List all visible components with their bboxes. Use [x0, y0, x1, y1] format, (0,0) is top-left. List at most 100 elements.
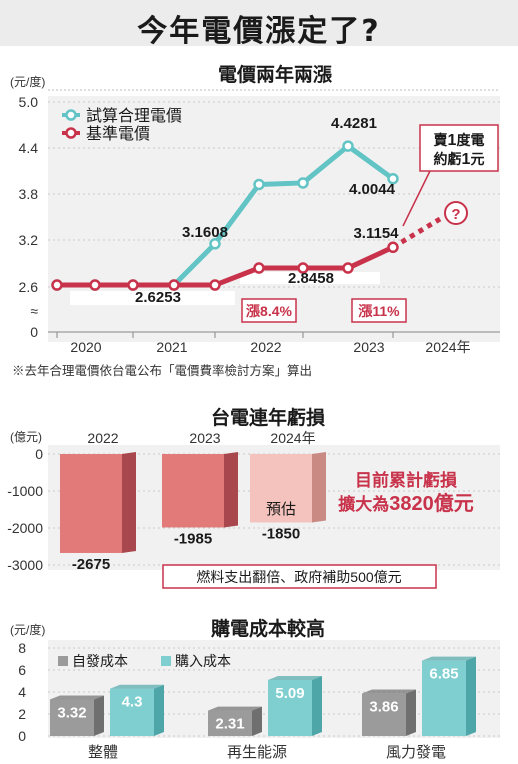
- loss-value-label: -1850: [262, 525, 300, 542]
- series-base-point: [253, 262, 265, 274]
- cost-chart-panel: 購電成本較高 (元/度) 8 6 4 2 0 自發成本 購入成本 整體 3.32 4.3 再生…: [10, 617, 500, 761]
- cost-bar: [110, 688, 154, 736]
- cost-category-label: 整體: [88, 744, 118, 761]
- loss-chart-ylabel: (億元): [10, 430, 42, 444]
- x-tick-label: 2021: [156, 339, 187, 355]
- y-tick-label: -2000: [7, 520, 43, 536]
- callout-line-2: 約虧1元: [434, 151, 485, 168]
- line-value-label: 3.1154: [353, 225, 399, 242]
- y-tick-label: 0: [30, 324, 38, 340]
- y-tick-label: 4: [18, 684, 26, 700]
- y-tick-label: 6: [18, 662, 26, 678]
- loss-bar-side: [122, 452, 136, 553]
- cost-value-label: 3.32: [57, 704, 86, 721]
- callout-line-1: 賣1度電: [433, 132, 485, 149]
- cost-bar: [208, 710, 252, 736]
- loss-chart-title: 台電連年虧損: [211, 406, 326, 429]
- line-value-label: 4.0044: [349, 181, 396, 198]
- y-tick-label: 5.0: [19, 94, 39, 110]
- title-bar: [0, 0, 518, 46]
- legend-swatch-self: [58, 656, 68, 666]
- legend-label-base: 基準電價: [86, 125, 150, 143]
- cost-bar-side: [406, 689, 416, 736]
- loss-headline-line1: 目前累計虧損: [355, 470, 458, 490]
- cost-value-label: 4.3: [122, 694, 143, 711]
- y-tick-label: 4.4: [19, 140, 39, 156]
- cost-category-label: 風力發電: [386, 744, 446, 761]
- cost-bar: [268, 680, 312, 736]
- cost-bar-side: [154, 684, 164, 736]
- y-tick-label: 3.2: [19, 232, 39, 248]
- series-base-point: [168, 279, 180, 291]
- legend-label-self: 自發成本: [72, 653, 128, 669]
- line-chart-title: 電價兩年兩漲: [218, 63, 333, 86]
- category-label: 2023: [189, 430, 220, 446]
- base-highlight: [70, 291, 235, 305]
- series-base-point: [342, 262, 354, 274]
- cost-bar-top: [362, 689, 416, 694]
- x-tick-label: 2024年: [425, 339, 470, 355]
- cost-bar-side: [94, 695, 104, 736]
- cost-bar-top: [208, 706, 262, 711]
- series-base-point: [297, 262, 309, 274]
- base-highlight: [240, 272, 380, 284]
- y-tick-label: 8: [18, 640, 26, 656]
- cost-bar: [422, 660, 466, 736]
- line-value-label: 3.1608: [182, 224, 228, 241]
- cost-legend: 自發成本 購入成本: [58, 653, 231, 669]
- series-reasonable-point: [297, 177, 309, 189]
- cost-bar: [362, 693, 406, 736]
- loss-bar: [162, 454, 224, 528]
- series-base-point: [209, 279, 221, 291]
- cost-chart-ylabel: (元/度): [10, 622, 45, 637]
- estimate-label: 預估: [266, 501, 296, 518]
- series-base-point: [51, 279, 63, 291]
- series-base-point: [387, 241, 399, 254]
- loss-chart-bars: -2675 -1985 -1850 預估: [60, 452, 326, 573]
- line-chart-y-ticks: 5.0 4.4 3.8 3.2 2.6 ≈0: [19, 94, 39, 340]
- y-tick-label: 3.8: [19, 186, 39, 202]
- cost-value-label: 6.85: [429, 666, 458, 683]
- cost-bar-side: [312, 676, 322, 736]
- series-reasonable-point: [253, 178, 265, 191]
- y-tick-label: 2: [18, 706, 26, 722]
- y-tick-label: ≈: [30, 303, 38, 319]
- cost-bar: [50, 699, 94, 736]
- category-label: 2022: [87, 430, 118, 446]
- main-title: 今年電價漲定了?: [137, 14, 381, 49]
- cost-bar-side: [466, 656, 476, 736]
- loss-bar: [250, 454, 312, 523]
- y-tick-label: -1000: [7, 483, 43, 499]
- rise-text-2023: 漲11%: [358, 303, 400, 319]
- line-chart-x-ticks: 2020 2021 2022 2023 2024年: [56, 332, 471, 355]
- callout-pointer: [402, 170, 431, 227]
- loss-note-text: 燃料支出翻倍、政府補助500億元: [196, 569, 401, 585]
- loss-headline-line2: 擴大為3820億元: [338, 491, 474, 515]
- line-chart-plot: 3.1608 4.4281 4.0044 2.6253 2.8458 3.1154: [51, 115, 442, 306]
- loss-value-label: -1985: [174, 530, 212, 547]
- series-reasonable-point: [342, 140, 354, 152]
- legend-swatch-purchase: [161, 656, 171, 666]
- line-value-label: 4.4281: [331, 115, 377, 132]
- legend-marker-red: [65, 127, 77, 139]
- line-legend: 試算合理電價 基準電價: [62, 106, 182, 143]
- question-text: ?: [451, 206, 460, 223]
- y-tick-label: 0: [35, 446, 43, 462]
- line-chart-ylabel: (元/度): [10, 74, 45, 89]
- loss-bar-side: [224, 452, 238, 528]
- loss-chart-panel: 台電連年虧損 (億元) 0-1000-2000-3000 2022 2023 202…: [7, 406, 500, 589]
- cost-bar-top: [422, 656, 476, 661]
- cost-bar-top: [50, 695, 104, 700]
- rise-text-2022: 漲8.4%: [246, 303, 292, 319]
- cost-value-label: 2.31: [215, 716, 244, 733]
- x-tick-label: 2022: [250, 339, 281, 355]
- rise-badge-2022: [241, 298, 297, 323]
- y-tick-label: 0: [18, 728, 26, 744]
- legend-label-reasonable: 試算合理電價: [86, 106, 182, 125]
- cost-chart-title: 購電成本較高: [211, 617, 325, 640]
- y-tick-label: 2.6: [19, 279, 39, 295]
- loss-note-box: [162, 564, 437, 589]
- cost-category-label: 再生能源: [227, 744, 287, 761]
- loss-bar-side: [312, 452, 326, 523]
- series-base-point: [127, 279, 139, 291]
